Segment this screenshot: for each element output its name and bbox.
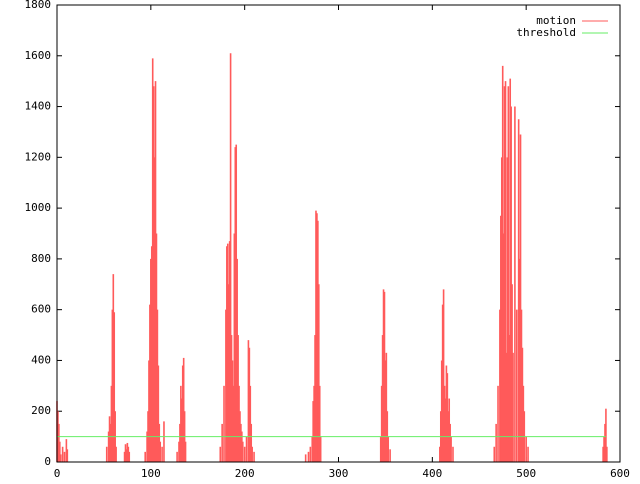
y-tick-label: 1000 xyxy=(25,201,52,214)
y-tick-label: 600 xyxy=(31,303,51,316)
x-tick-label: 300 xyxy=(329,467,349,480)
y-tick-label: 1400 xyxy=(25,100,52,113)
legend-label: threshold xyxy=(516,26,576,39)
x-tick-label: 400 xyxy=(422,467,442,480)
y-tick-label: 200 xyxy=(31,404,51,417)
y-tick-label: 400 xyxy=(31,353,51,366)
y-tick-label: 1800 xyxy=(25,0,52,11)
legend-label: motion xyxy=(536,14,576,27)
y-tick-label: 1200 xyxy=(25,150,52,163)
plot-frame xyxy=(56,4,621,463)
y-tick-label: 1600 xyxy=(25,49,52,62)
y-tick-label: 0 xyxy=(44,455,51,468)
y-tick-label: 800 xyxy=(31,252,51,265)
x-tick-label: 100 xyxy=(141,467,161,480)
x-tick-label: 0 xyxy=(54,467,61,480)
x-tick-label: 500 xyxy=(516,467,536,480)
x-tick-label: 600 xyxy=(610,467,630,480)
x-tick-label: 200 xyxy=(235,467,255,480)
